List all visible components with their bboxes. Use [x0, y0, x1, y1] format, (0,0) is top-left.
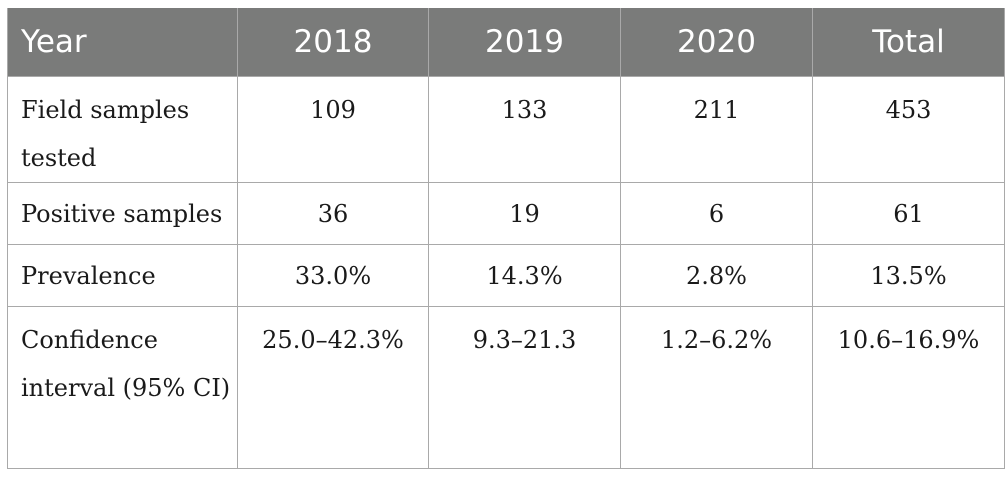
row-label: Prevalence	[7, 244, 238, 307]
table-row: Confidence interval (95% CI) 25.0–42.3% …	[7, 306, 1005, 469]
table-cell: 19	[428, 182, 621, 245]
table-cell: 36	[237, 182, 429, 245]
table-row: Field samples tested 109 133 211 453	[7, 76, 1005, 183]
row-label: Confidence interval (95% CI)	[7, 306, 238, 469]
table-cell: 133	[428, 76, 621, 183]
table-cell: 211	[620, 76, 813, 183]
table-cell: 453	[812, 76, 1005, 183]
header-2019: 2019	[428, 8, 621, 77]
table-cell: 1.2–6.2%	[620, 306, 813, 469]
table-cell: 2.8%	[620, 244, 813, 307]
table-cell: 13.5%	[812, 244, 1005, 307]
header-total: Total	[812, 8, 1005, 77]
header-2018: 2018	[237, 8, 429, 77]
table-cell: 61	[812, 182, 1005, 245]
table-cell: 9.3–21.3	[428, 306, 621, 469]
header-year: Year	[7, 8, 238, 77]
data-table: Year 2018 2019 2020 Total Field samples …	[7, 8, 1005, 469]
table-cell: 14.3%	[428, 244, 621, 307]
table-cell: 109	[237, 76, 429, 183]
table-cell: 33.0%	[237, 244, 429, 307]
table-row: Prevalence 33.0% 14.3% 2.8% 13.5%	[7, 244, 1005, 307]
table-cell: 10.6–16.9%	[812, 306, 1005, 469]
table-cell: 6	[620, 182, 813, 245]
table-cell: 25.0–42.3%	[237, 306, 429, 469]
row-label: Positive samples	[7, 182, 238, 245]
table-row: Positive samples 36 19 6 61	[7, 182, 1005, 245]
header-2020: 2020	[620, 8, 813, 77]
header-row: Year 2018 2019 2020 Total	[7, 8, 1005, 77]
row-label: Field samples tested	[7, 76, 238, 183]
